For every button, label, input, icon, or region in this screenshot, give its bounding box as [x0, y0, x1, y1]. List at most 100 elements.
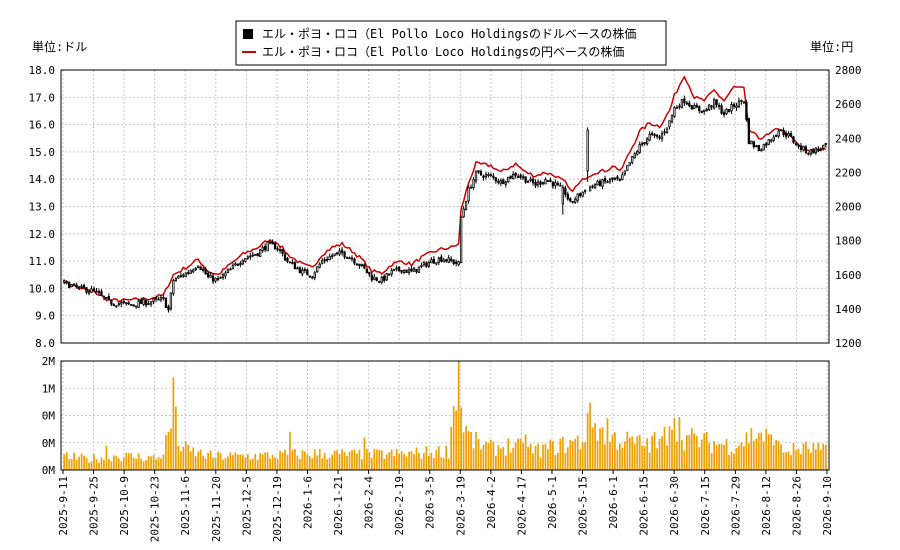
volume-bar: [400, 451, 403, 470]
candle-body: [192, 269, 195, 273]
candle-body: [484, 174, 488, 178]
volume-bar: [621, 447, 624, 470]
usd-candle: [819, 147, 822, 151]
usd-candle: [747, 117, 751, 145]
volume-bar: [321, 458, 324, 470]
volume-bar: [442, 458, 445, 470]
volume-bar: [420, 458, 423, 470]
volume-bar: [574, 438, 577, 470]
volume-bar: [122, 457, 125, 470]
candle-body: [534, 181, 537, 187]
usd-candle: [266, 241, 269, 252]
usd-candle: [695, 102, 698, 108]
candle-body: [574, 198, 577, 203]
usd-candle: [338, 247, 341, 257]
volume-bar: [301, 450, 304, 470]
usd-candle: [144, 298, 148, 308]
candle-body: [598, 180, 602, 187]
usd-candle: [378, 280, 381, 284]
usd-candle: [73, 283, 76, 286]
candle-body: [117, 303, 120, 306]
usd-candle: [236, 262, 240, 267]
candle-body: [526, 181, 530, 183]
usd-candle: [782, 127, 785, 138]
usd-candle: [588, 185, 592, 192]
volume-bar: [140, 458, 143, 470]
volume-bar: [735, 447, 738, 470]
volume-bar: [170, 428, 172, 470]
usd-candle: [650, 131, 654, 137]
candle-body: [244, 258, 247, 262]
volume-bar: [313, 449, 316, 470]
usd-candle: [700, 110, 703, 114]
usd-candle: [720, 103, 723, 115]
candle-body: [139, 299, 143, 305]
candle-body: [722, 112, 726, 116]
usd-candle: [504, 180, 507, 188]
volume-bar: [552, 441, 554, 470]
candle-body: [715, 99, 718, 106]
candle-body: [199, 266, 202, 270]
volume-bar: [589, 402, 591, 470]
candle-body: [626, 165, 629, 171]
usd-candle: [678, 103, 681, 110]
candle-body: [596, 180, 599, 186]
usd-candle: [755, 144, 758, 148]
volume-bar: [556, 452, 559, 470]
candle-body: [107, 296, 111, 300]
candle-body: [494, 177, 497, 182]
usd-candle: [388, 273, 391, 276]
candle-body: [402, 269, 406, 273]
volume-bar: [440, 457, 443, 470]
usd-candle: [489, 172, 493, 178]
usd-candle: [804, 144, 808, 155]
volume-bar: [229, 452, 232, 470]
volume-bar: [805, 441, 807, 470]
volume-bar: [179, 451, 182, 470]
usd-candle: [85, 287, 88, 295]
candle-body: [420, 265, 423, 267]
candle-body: [517, 176, 520, 178]
usd-candle: [432, 256, 435, 264]
volume-bar: [542, 444, 544, 470]
usd-candle: [450, 256, 453, 263]
volume-bar: [130, 453, 133, 470]
usd-candle: [725, 108, 728, 116]
candle-body: [179, 275, 182, 277]
usd-candle: [469, 184, 473, 189]
left-tick-label: 12.0: [29, 228, 56, 241]
volume-bar: [490, 439, 492, 470]
usd-candle: [663, 128, 666, 136]
candle-body: [663, 131, 666, 134]
volume-bar: [785, 452, 787, 470]
volume-bar: [800, 454, 802, 470]
candle-body: [353, 258, 356, 264]
volume-bar: [559, 438, 562, 470]
volume-bar: [772, 444, 775, 470]
usd-candle: [75, 282, 78, 289]
volume-bar: [378, 449, 381, 470]
candle-body: [266, 241, 269, 252]
usd-candle: [169, 292, 173, 311]
volume-bar: [822, 443, 825, 470]
volume-bar: [299, 459, 301, 470]
right-tick-label: 1800: [835, 235, 862, 248]
volume-bar: [499, 448, 502, 470]
usd-candle: [390, 268, 393, 277]
candle-body: [335, 252, 339, 255]
usd-candle: [660, 130, 664, 142]
x-tick-label: 2026-1-6: [301, 476, 314, 529]
usd-candle: [722, 109, 726, 118]
volume-bar: [606, 418, 609, 470]
usd-candle: [824, 142, 827, 148]
usd-candle: [330, 253, 334, 260]
usd-candle: [256, 253, 259, 257]
candle-body: [249, 255, 252, 258]
usd-candle: [159, 294, 163, 303]
usd-candle: [353, 257, 356, 266]
volume-bar: [817, 442, 820, 470]
usd-candle: [497, 178, 500, 185]
candle-body: [70, 284, 73, 288]
candle-body: [385, 273, 388, 281]
candle-body: [360, 263, 364, 267]
